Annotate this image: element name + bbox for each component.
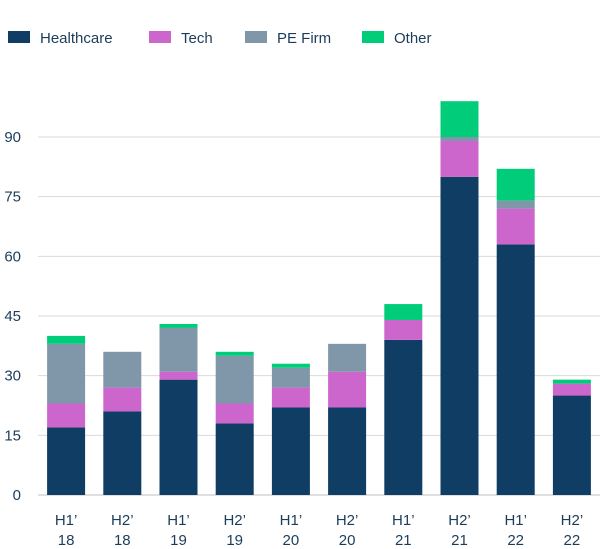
bar-segment-tech	[103, 387, 142, 412]
x-tick-label: H2’ 18	[111, 512, 134, 549]
legend-label: Tech	[181, 30, 213, 47]
x-tick-label: H1’ 22	[504, 512, 527, 549]
bar-segment-pe-firm	[271, 367, 310, 388]
y-tick-label: 15	[4, 427, 21, 444]
bar-segment-tech	[328, 371, 367, 408]
bar-segment-tech	[440, 140, 479, 177]
legend-label: Healthcare	[40, 30, 113, 47]
bar-segment-healthcare	[328, 407, 367, 495]
legend-swatch	[245, 31, 267, 43]
y-tick-label: 45	[4, 308, 21, 325]
bar-segment-healthcare	[103, 411, 142, 495]
bar-segment-other	[440, 101, 479, 137]
bar-segment-pe-firm	[440, 137, 479, 141]
bar-segment-healthcare	[552, 395, 591, 495]
x-axis-ticks: H1’ 18 H2’ 18 H1’ 19 H2’ 19 H1’ 20 H2’ 20 H1’ 21 H2’ 21…	[55, 512, 583, 549]
legend: Healthcare Tech PE Firm Other	[8, 30, 432, 47]
x-tick-label: H1’ 20	[280, 512, 303, 549]
legend-item-other: Other	[362, 30, 432, 47]
bar-group	[440, 101, 479, 495]
x-tick-label: H1’ 19	[167, 512, 190, 549]
legend-swatch	[362, 31, 384, 43]
bar-group	[271, 363, 310, 495]
bar-segment-healthcare	[47, 427, 86, 495]
bar-segment-pe-firm	[103, 351, 142, 388]
bar-group	[47, 335, 86, 495]
bar-group	[552, 379, 591, 495]
bar-segment-other	[271, 363, 310, 368]
bar-segment-tech	[271, 387, 310, 408]
bar-segment-healthcare	[215, 423, 254, 495]
x-tick-label: H2’ 20	[336, 512, 359, 549]
bar-segment-healthcare	[159, 379, 198, 495]
legend-label: Other	[394, 30, 432, 47]
legend-swatch	[149, 31, 171, 43]
bar-segment-healthcare	[440, 176, 479, 495]
legend-item-healthcare: Healthcare	[8, 30, 113, 47]
bar-group	[215, 351, 254, 495]
bar-group	[103, 351, 142, 495]
legend-label: PE Firm	[277, 30, 331, 47]
legend-item-tech: Tech	[149, 30, 213, 47]
x-tick-label: H2’ 19	[223, 512, 246, 549]
y-tick-label: 0	[13, 487, 21, 504]
bar-segment-pe-firm	[159, 327, 198, 372]
x-tick-label: H1’ 21	[392, 512, 415, 549]
bar-segment-tech	[159, 371, 198, 380]
legend-swatch	[8, 31, 30, 43]
x-tick-label: H2’ 22	[561, 512, 584, 549]
bar-segment-tech	[496, 208, 535, 245]
x-tick-label: H2’ 21	[448, 512, 471, 549]
y-tick-label: 90	[4, 129, 21, 146]
bar-segment-tech	[552, 383, 591, 396]
bars	[47, 101, 591, 495]
y-tick-label: 30	[4, 368, 21, 385]
bar-segment-tech	[47, 403, 86, 428]
y-axis-ticks: 0 15 30 45 60 75 90	[4, 129, 21, 504]
bar-segment-tech	[215, 403, 254, 424]
bar-group	[384, 304, 423, 495]
bar-segment-other	[159, 323, 198, 328]
bar-segment-pe-firm	[328, 343, 367, 372]
bar-segment-healthcare	[384, 339, 423, 495]
bar-segment-other	[384, 304, 423, 320]
bar-segment-healthcare	[496, 244, 535, 495]
bar-segment-pe-firm	[47, 343, 86, 404]
bar-segment-tech	[384, 319, 423, 340]
y-tick-label: 60	[4, 248, 21, 265]
bar-group	[496, 168, 535, 495]
bar-segment-other	[215, 351, 254, 356]
bar-group	[328, 343, 367, 495]
legend-item-pe-firm: PE Firm	[245, 30, 331, 47]
bar-group	[159, 323, 198, 495]
bar-segment-healthcare	[271, 407, 310, 495]
y-tick-label: 75	[4, 189, 21, 206]
bar-segment-pe-firm	[496, 200, 535, 209]
bar-segment-other	[552, 379, 591, 384]
bar-segment-other	[47, 335, 86, 344]
bar-segment-other	[496, 168, 535, 201]
bar-segment-pe-firm	[215, 355, 254, 404]
x-tick-label: H1’ 18	[55, 512, 78, 549]
